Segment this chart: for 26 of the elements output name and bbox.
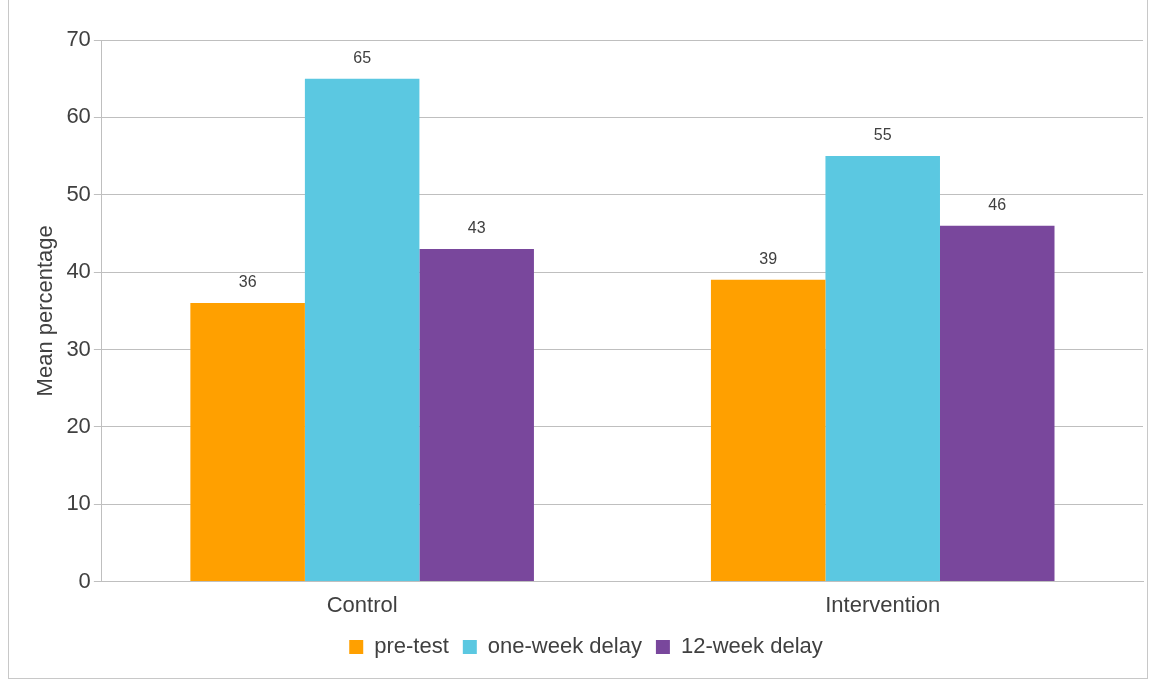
legend-label: one-week delay — [487, 633, 642, 659]
y-tick-label: 10 — [66, 490, 91, 516]
data-label: 46 — [988, 196, 1007, 214]
data-label: 43 — [467, 219, 486, 237]
bar — [190, 303, 305, 582]
x-tick-label: Control — [326, 591, 398, 617]
y-tick-label: 30 — [66, 335, 91, 361]
y-tick-label: 70 — [66, 26, 91, 52]
bar — [710, 279, 826, 582]
bar — [304, 78, 420, 582]
y-tick-label: 20 — [66, 412, 91, 438]
y-tick-label: 0 — [78, 567, 91, 593]
x-tick-label: Intervention — [825, 591, 941, 617]
y-tick-label: 50 — [66, 180, 91, 206]
bar — [419, 248, 534, 582]
y-tick-label: 60 — [66, 103, 91, 129]
legend-label: 12-week delay — [680, 633, 823, 659]
data-label: 36 — [238, 273, 257, 291]
y-tick-label: 40 — [66, 258, 91, 284]
data-label: 55 — [873, 126, 892, 144]
y-axis-title: Mean percentage — [32, 225, 58, 397]
bar — [825, 156, 940, 582]
legend-label: pre-test — [374, 633, 449, 659]
bar — [939, 225, 1055, 582]
data-label: 39 — [759, 250, 778, 268]
data-label: 65 — [353, 49, 372, 67]
